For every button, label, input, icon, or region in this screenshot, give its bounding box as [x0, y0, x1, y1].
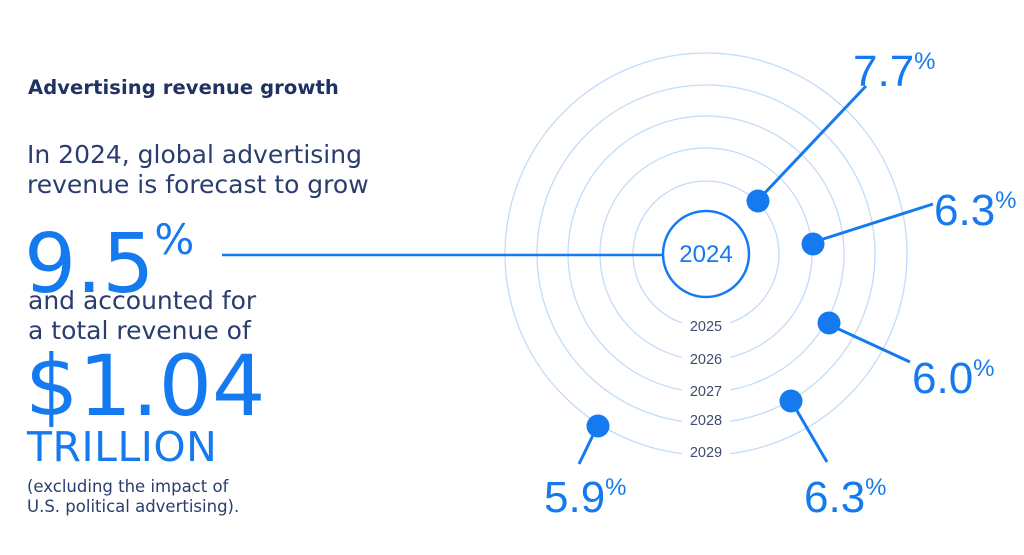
callout-2028-percent-sign: % — [865, 474, 887, 501]
footnote: (excluding the impact of U.S. political … — [27, 477, 239, 517]
intro-line-2: revenue is forecast to grow — [27, 170, 369, 199]
footnote-line-2: U.S. political advertising). — [27, 497, 240, 516]
footnote-line-1: (excluding the impact of — [27, 477, 229, 496]
data-point-2027 — [817, 311, 841, 335]
center-year-label: 2024 — [679, 241, 732, 268]
growth-percent-sign: % — [154, 215, 195, 264]
callout-2029-percent-sign: % — [605, 474, 627, 501]
leader-line-2026 — [816, 202, 934, 243]
growth-2024-value: 9.5% — [24, 200, 195, 306]
leader-line-2028 — [791, 403, 829, 463]
callout-2025-value: 7.7 — [853, 47, 915, 96]
ring-label-2027: 2027 — [681, 382, 731, 401]
growth-number: 9.5 — [24, 217, 155, 312]
callout-2028-value: 6.3 — [804, 473, 866, 522]
leader-line-2025 — [759, 84, 868, 199]
callout-2026-percent-sign: % — [995, 187, 1017, 214]
ring-label-2029: 2029 — [681, 443, 731, 462]
callout-2027-percent-sign: % — [973, 355, 995, 382]
callout-2028: 6.3% — [804, 466, 887, 520]
ring-label-2026: 2026 — [681, 351, 731, 369]
total-revenue-scale: TRILLION — [27, 423, 218, 471]
callout-2027-value: 6.0 — [912, 354, 974, 403]
callout-2027: 6.0% — [912, 347, 995, 401]
chart-title: Advertising revenue growth — [28, 76, 339, 99]
callout-2025: 7.7% — [853, 40, 936, 94]
callout-2026: 6.3% — [934, 179, 1017, 233]
ring-label-2028: 2028 — [681, 411, 731, 430]
data-point-2029 — [586, 414, 610, 438]
total-revenue-value: $1.04 — [25, 337, 266, 435]
callout-2029-value: 5.9 — [544, 473, 606, 522]
intro-text: In 2024, global advertising revenue is f… — [27, 140, 369, 200]
data-point-2025 — [746, 189, 770, 213]
middle-line-1: and accounted for — [28, 286, 257, 315]
leader-line-2027 — [831, 324, 911, 364]
data-point-2028 — [779, 389, 803, 413]
revenue-lead-text: and accounted for a total revenue of — [28, 286, 256, 346]
center-circle — [661, 209, 751, 299]
intro-line-1: In 2024, global advertising — [27, 140, 362, 169]
data-point-2026 — [801, 232, 825, 256]
middle-line-2: a total revenue of — [28, 316, 251, 345]
callout-2026-value: 6.3 — [934, 186, 996, 235]
callout-2025-percent-sign: % — [914, 48, 936, 75]
ring-label-2025: 2025 — [681, 317, 731, 336]
callout-2029: 5.9% — [544, 466, 627, 520]
